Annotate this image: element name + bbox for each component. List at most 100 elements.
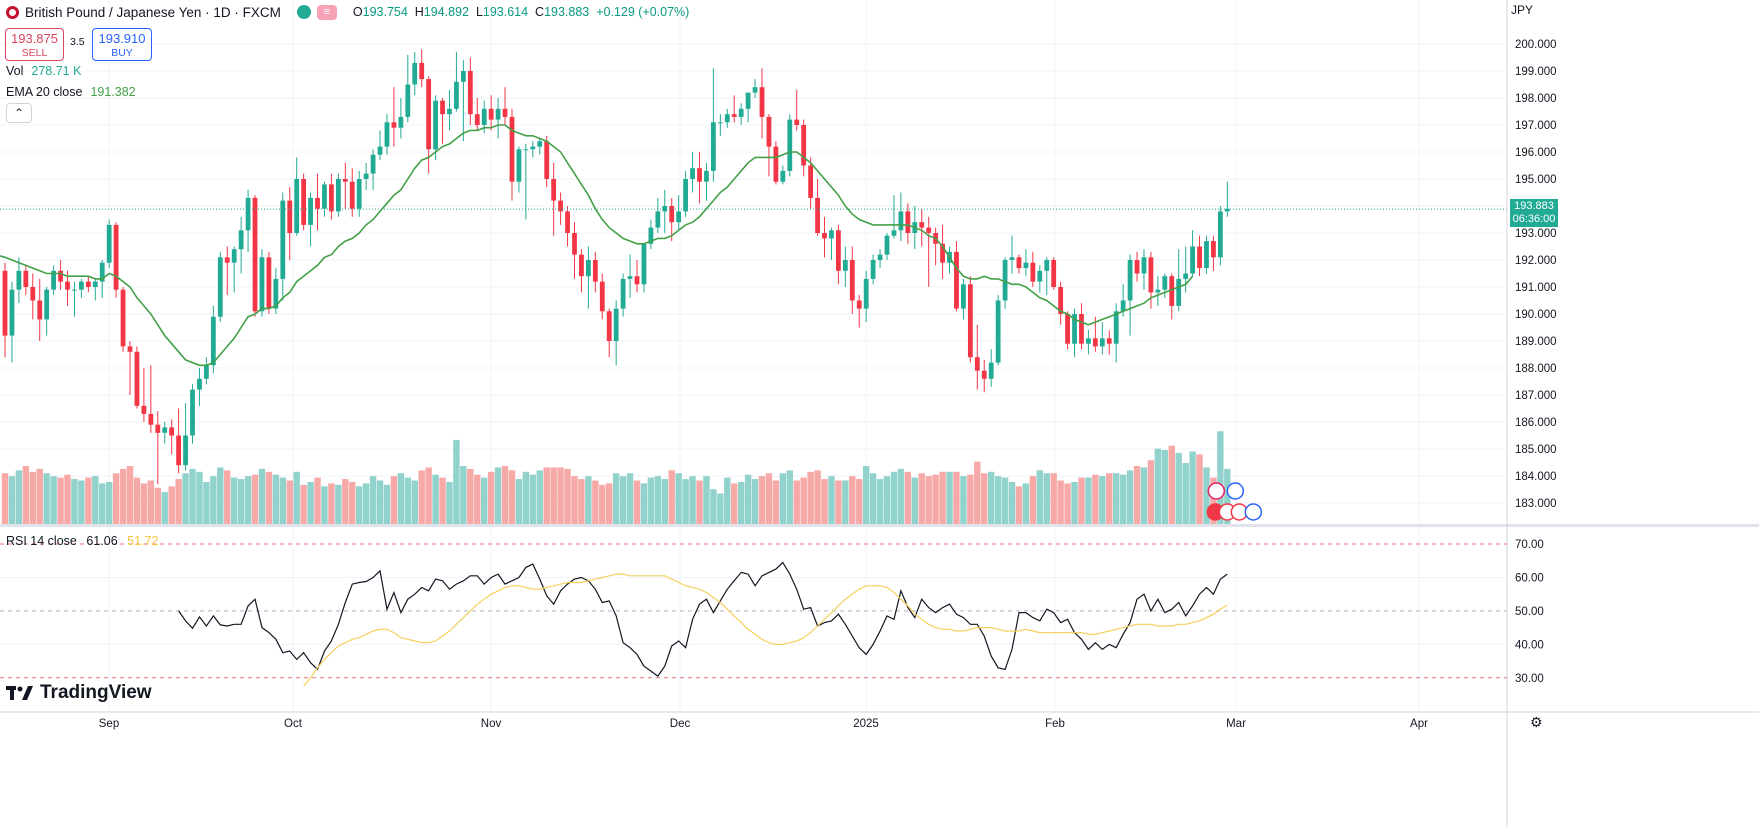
candle-body [495,108,501,120]
symbol-title[interactable]: British Pound / Japanese Yen · 1D · FXCM [25,4,281,20]
candle [967,276,973,363]
volume-bar [307,481,314,524]
candle-body [447,108,452,115]
volume-bar [244,476,252,524]
volume-bar [994,476,1002,524]
candle [322,181,327,217]
candle-body [794,119,800,125]
rsi-label: RSI 14 close [6,534,77,548]
candle-body [9,289,15,336]
candle-body [377,146,383,155]
candle [1141,249,1147,290]
candle-body [1030,262,1036,282]
candle [433,95,438,161]
volume-bar [279,477,286,524]
candle-body [926,227,932,233]
tradingview-logo[interactable]: TradingView [6,682,152,704]
ema-legend[interactable]: EMA 20 close 191.382 [6,85,136,99]
candle-body [919,222,925,228]
candle-body [697,168,702,182]
candle [516,146,522,193]
candle [1044,257,1050,296]
candle [579,249,584,293]
candle-body [412,62,418,85]
candle-body [1120,300,1126,312]
volume-bar [258,468,266,524]
volume-bar [703,476,710,524]
market-open-status-icon[interactable] [296,5,311,19]
volume-bar [175,479,182,524]
candle-body [85,281,91,287]
data-window-icon[interactable]: ≡ [316,4,337,20]
volume-bar [1196,454,1203,524]
volume-bar [779,473,787,524]
volume-bar [557,467,564,524]
candle-body [224,257,230,263]
volume-bar [1071,481,1078,524]
candle-body [690,168,695,179]
candle [1023,249,1029,277]
sell-button[interactable]: 193.875 SELL [5,28,64,61]
volume-bar [737,481,745,524]
candle-body [683,179,689,212]
volume-bar [1217,431,1224,524]
candle-body [502,108,508,117]
time-tick-label: Feb [1045,718,1065,730]
volume-bar [196,471,203,524]
candle-body [898,211,904,231]
candle [627,254,633,298]
candle [176,408,182,474]
volume-bar [654,476,662,524]
price-tick-label: 193.000 [1515,228,1557,240]
volume-bar [758,476,766,524]
candle [190,384,195,444]
volume-bar [786,470,793,524]
volume-bar [682,479,689,524]
candle-body [169,427,175,436]
candle [974,324,980,390]
candle-body [467,71,473,115]
candle-body [759,87,765,117]
collapse-legend-button[interactable]: ⌃ [6,103,32,123]
volume-bar [126,466,134,524]
volume-bar [85,477,92,524]
candle-body [1106,338,1112,344]
candle-body [537,141,543,147]
candle-body [1113,311,1119,344]
candle [808,157,814,209]
volume-bar [154,487,161,524]
volume-bar [57,477,64,524]
volume-bar [592,480,599,524]
currency-label[interactable]: JPY [1511,3,1534,17]
candle [377,130,383,161]
candle [78,278,84,298]
candle-body [745,92,751,109]
volume-bar [981,473,988,524]
buy-button[interactable]: 193.910 BUY [92,28,152,61]
volume-legend[interactable]: Vol 278.71 K [6,64,81,78]
candle-body [710,122,716,171]
event-marker-icon [1244,503,1263,521]
candle-body [579,254,584,277]
volume-bar [765,473,773,524]
candle-body [641,243,647,285]
volume-bar [1113,473,1120,524]
volume-bar [800,477,807,524]
candle [245,189,251,252]
candle [891,195,897,239]
ema-label: EMA 20 close [6,85,83,99]
volume-bar [1050,473,1057,524]
candle-body [16,270,22,290]
candle-body [662,206,668,212]
candle-body [676,211,682,223]
volume-bar [585,476,592,524]
candle-body [634,276,640,285]
price-tick-label: 196.000 [1515,147,1557,159]
candle-body [766,116,772,147]
volume-bar [439,477,446,524]
rsi-legend[interactable]: RSI 14 close 61.06 51.72 [6,534,158,548]
high-value: 194.892 [423,5,469,19]
volume-bar [515,479,523,524]
settings-gear-icon[interactable]: ⚙ [1530,714,1543,730]
